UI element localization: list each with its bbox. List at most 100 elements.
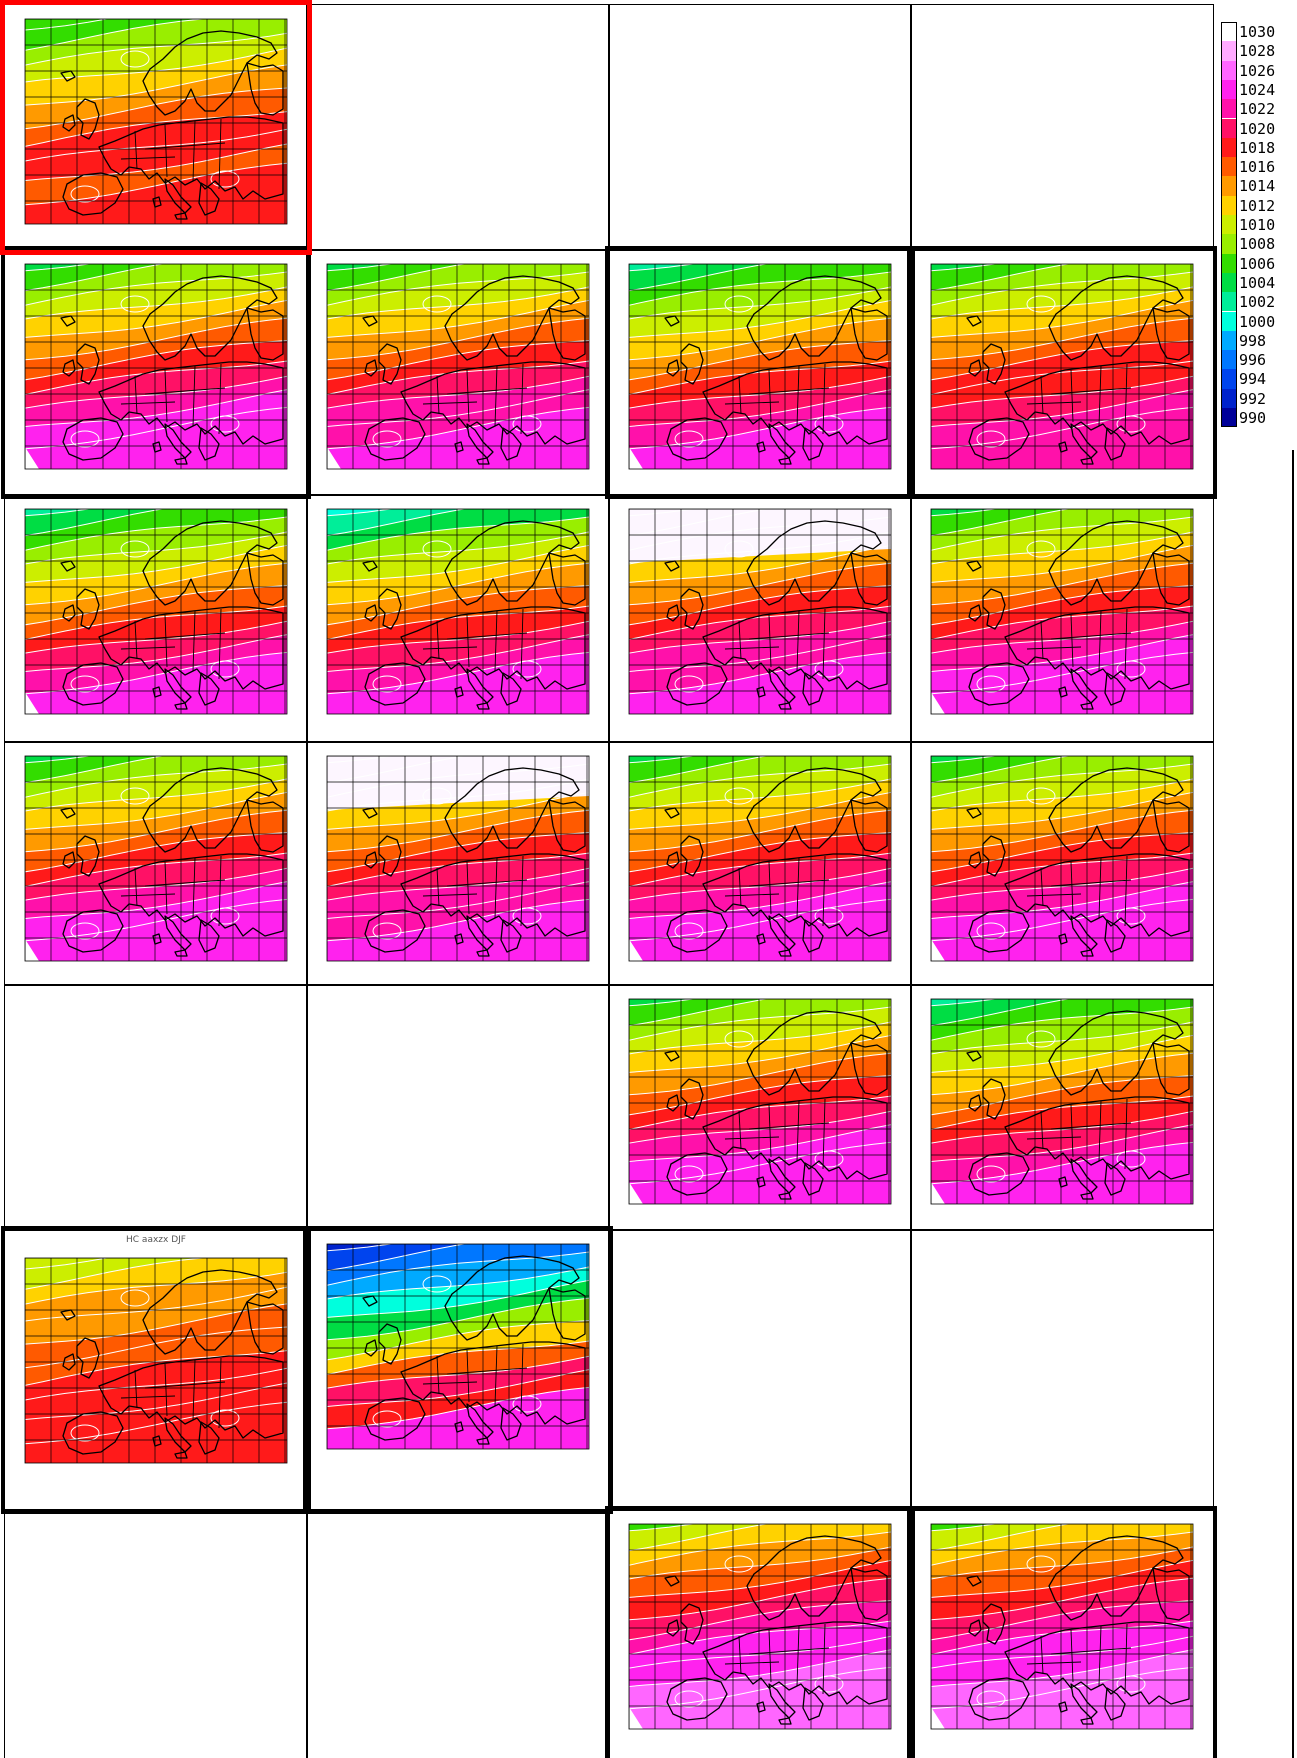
map-panel-p-r3c2	[306, 494, 610, 743]
coastline	[982, 588, 1006, 630]
pressure-band	[25, 407, 287, 469]
coastline	[756, 686, 766, 698]
coastline	[702, 1096, 888, 1180]
isobar-line	[25, 881, 287, 919]
legend-label: 1018	[1239, 138, 1276, 157]
isobar-line	[327, 317, 589, 361]
isobar-line	[629, 999, 770, 1027]
country-border	[1124, 1623, 1128, 1695]
isobar-loop	[814, 660, 844, 678]
isobar-loop	[1026, 787, 1056, 805]
isobar-line	[629, 562, 891, 606]
country-border	[1040, 620, 1044, 660]
map-panel-p-r7c4	[907, 1506, 1217, 1758]
coastline	[1104, 1687, 1126, 1721]
country-border	[134, 130, 138, 170]
pressure-band	[931, 407, 1193, 469]
coastline	[174, 457, 188, 465]
legend-entry: 1030	[1218, 22, 1296, 42]
country-border	[520, 363, 524, 435]
isobar-line	[327, 852, 589, 888]
coastline	[364, 1397, 426, 1441]
coastline	[966, 1050, 982, 1062]
isobar-line	[327, 531, 589, 565]
country-border	[520, 855, 524, 927]
coastline	[966, 807, 982, 819]
legend-entry: 1016	[1218, 157, 1296, 177]
coastline	[982, 835, 1006, 877]
isobar-line	[327, 881, 589, 919]
legend-entry: 1000	[1218, 311, 1296, 331]
isobar-line	[629, 286, 891, 320]
coastline	[466, 1403, 494, 1439]
coastline	[164, 915, 192, 951]
country-border	[738, 1635, 742, 1675]
legend-entry: 1014	[1218, 176, 1296, 196]
pressure-map	[628, 998, 892, 1205]
country-border	[134, 867, 138, 907]
pressure-map	[930, 1523, 1194, 1730]
isobar-line	[629, 264, 770, 292]
coastline	[98, 1355, 284, 1439]
isobar-line	[327, 1340, 589, 1376]
isobar-line	[629, 1110, 891, 1144]
isobar-line	[327, 1244, 394, 1252]
coastline	[476, 949, 490, 957]
isobar-loop	[674, 430, 704, 448]
coastline	[968, 1094, 982, 1112]
isobar-line	[25, 1350, 287, 1386]
coastline	[60, 560, 76, 572]
coastline	[768, 915, 796, 951]
coastline	[756, 933, 766, 945]
legend-label: 1022	[1239, 100, 1276, 119]
country-border	[192, 1359, 196, 1421]
isobar-line	[931, 1649, 1193, 1687]
coastline	[152, 196, 162, 208]
missing-data-corner	[931, 692, 945, 714]
coastline	[666, 909, 728, 953]
coastline	[666, 359, 680, 377]
isobar-line	[25, 19, 110, 31]
country-border	[1040, 867, 1044, 907]
coastline	[500, 1407, 522, 1441]
isobar-line	[25, 1382, 287, 1420]
coastline	[1004, 853, 1190, 937]
isobar-line	[327, 562, 589, 606]
isobar-line	[25, 128, 287, 162]
isobar-line	[327, 264, 394, 272]
map-panel-p-r6c1: HC aaxzx DJF	[1, 1226, 311, 1514]
country-border	[822, 855, 826, 927]
coastline	[454, 686, 464, 698]
coastline	[1070, 1158, 1098, 1194]
isobar-line	[931, 605, 1193, 641]
isobar-line	[629, 881, 891, 919]
legend-label: 1002	[1239, 293, 1276, 312]
map-panel-p-r2c2	[306, 249, 610, 496]
country-border	[446, 387, 528, 395]
isobar-line	[629, 509, 770, 537]
isobar-line	[25, 620, 287, 654]
coastline	[98, 361, 284, 445]
coastline	[164, 1417, 192, 1453]
legend-label: 1030	[1239, 23, 1276, 41]
isobar-line	[931, 1531, 1193, 1566]
coastline	[1152, 307, 1190, 361]
isobar-line	[931, 531, 1193, 565]
isobar-line	[327, 1355, 589, 1389]
coastline	[62, 604, 76, 622]
coastline	[152, 933, 162, 945]
country-border	[1050, 879, 1132, 887]
country-border	[422, 401, 478, 405]
map-panel-p-r3c3	[608, 494, 912, 743]
isobar-loop	[372, 675, 402, 693]
isobar-line	[629, 1649, 891, 1687]
map-panel-p-r1c4	[910, 4, 1214, 251]
legend-label: 1026	[1239, 61, 1276, 80]
coastline	[968, 417, 1030, 461]
legend-label: 990	[1239, 409, 1267, 427]
isobar-loop	[422, 787, 452, 805]
isobar-line	[629, 1635, 891, 1669]
legend-label: 1020	[1239, 119, 1276, 138]
isobar-loop	[724, 1030, 754, 1048]
pressure-map	[628, 755, 892, 962]
